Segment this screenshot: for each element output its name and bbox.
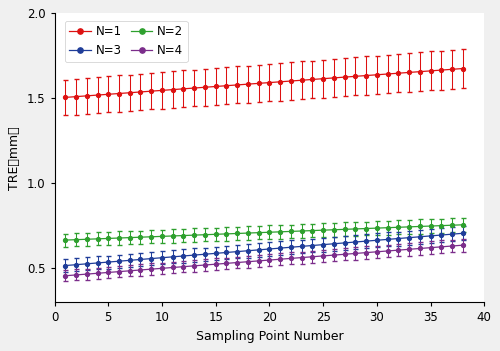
Legend: N=1, N=3, N=2, N=4: N=1, N=3, N=2, N=4 [64, 21, 188, 62]
Y-axis label: TRE（mm）: TRE（mm） [8, 126, 22, 190]
X-axis label: Sampling Point Number: Sampling Point Number [196, 330, 343, 343]
